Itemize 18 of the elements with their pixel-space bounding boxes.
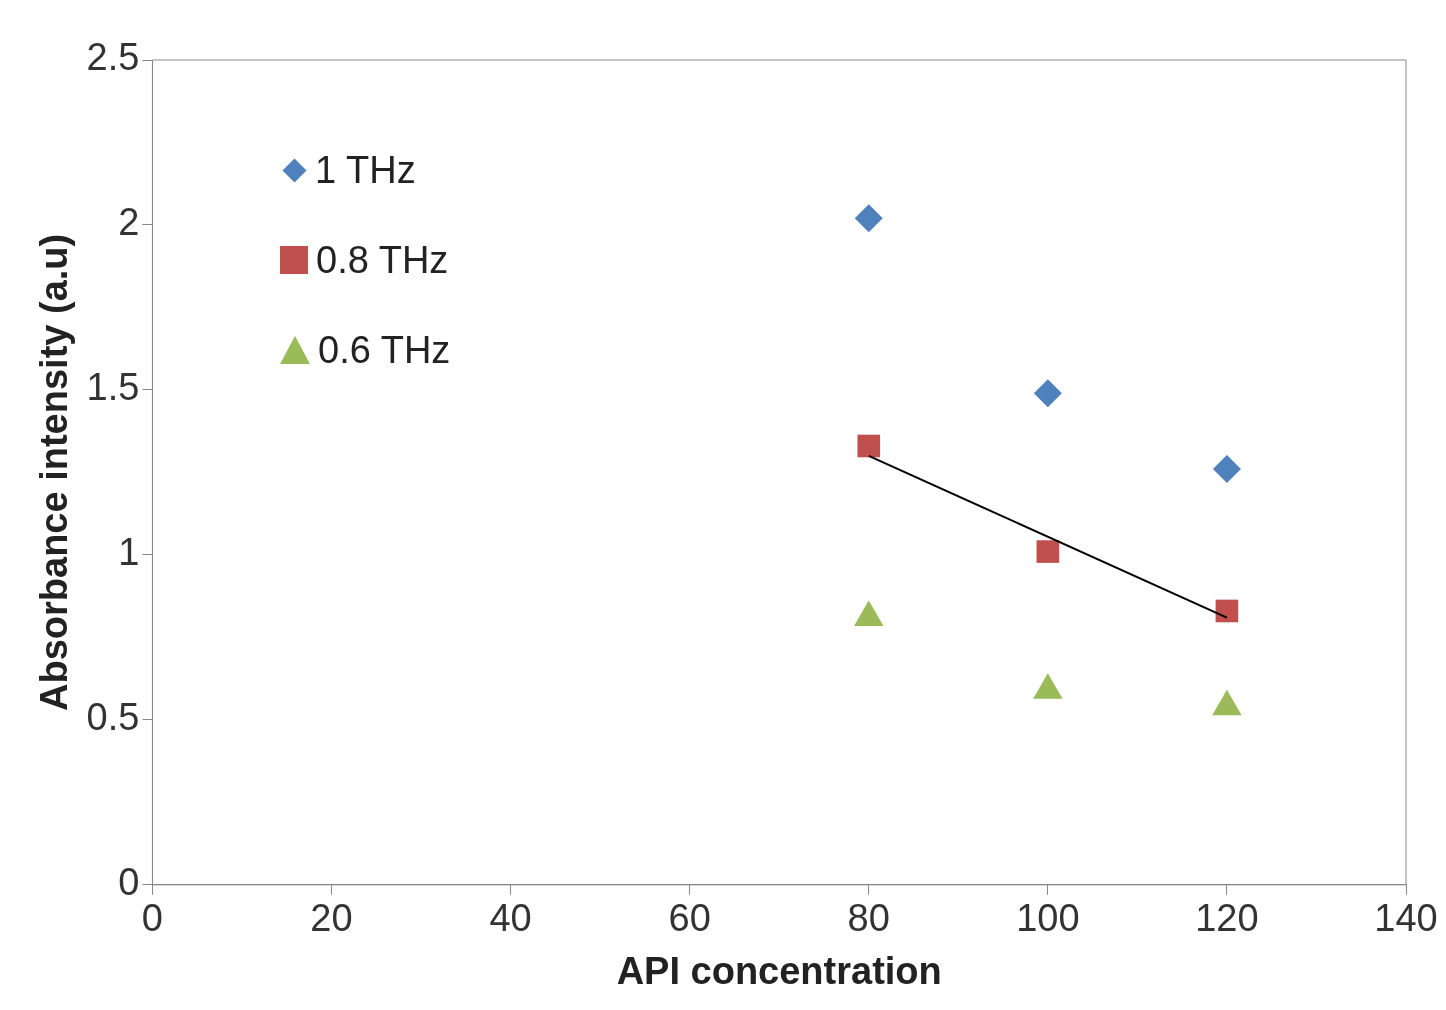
y-axis-title: Absorbance intensity (a.u): [33, 233, 76, 711]
legend-label: 0.6 THz: [318, 328, 451, 372]
x-tick-label: 80: [847, 897, 890, 940]
y-tick-label: 2: [118, 201, 140, 244]
x-tick-label: 60: [668, 897, 711, 940]
y-tick-label: 1.5: [86, 366, 140, 409]
y-tick-label: 0.5: [86, 696, 140, 739]
x-tick-label: 120: [1195, 897, 1259, 940]
x-axis-title: API concentration: [616, 949, 942, 992]
legend-label: 1 THz: [315, 148, 416, 192]
legend-label: 0.8 THz: [316, 238, 449, 282]
x-tick-label: 100: [1016, 897, 1080, 940]
y-tick-label: 0: [118, 861, 140, 904]
y-tick-label: 1: [118, 531, 140, 574]
x-tick-label: 20: [310, 897, 353, 940]
x-tick-label: 40: [489, 897, 532, 940]
y-tick-label: 2.5: [86, 36, 140, 79]
x-tick-label: 140: [1374, 897, 1438, 940]
